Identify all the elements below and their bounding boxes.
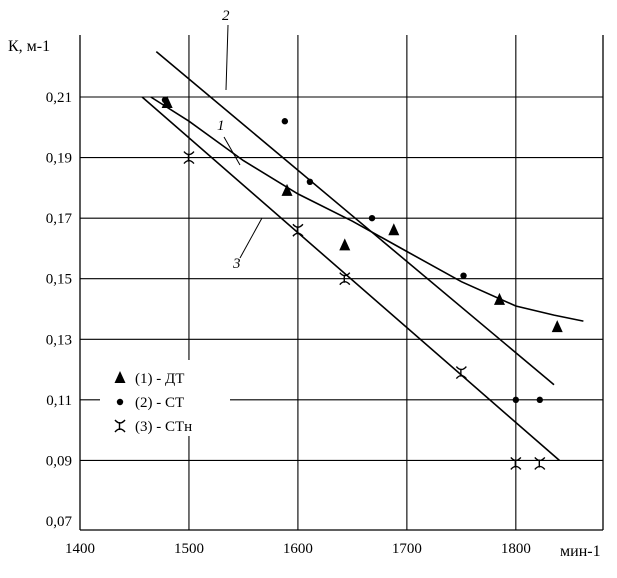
y-tick-label: 0,09 <box>46 453 72 469</box>
fit-line-3 <box>141 96 560 462</box>
data-markers <box>161 96 563 470</box>
legend-label: (1) - ДТ <box>135 371 184 387</box>
x-tick-label: 1500 <box>174 541 204 557</box>
fit-label-leader <box>225 24 229 91</box>
data-point-dt <box>551 320 563 333</box>
data-point-stn <box>339 272 351 286</box>
x-stroke <box>510 456 522 470</box>
data-point-st <box>536 396 544 404</box>
fit-label: 3 <box>232 256 241 272</box>
data-point-dt <box>493 292 505 305</box>
legend-label: (2) - СТ <box>135 395 184 411</box>
x-tick-label: 1800 <box>501 541 531 557</box>
y-tick-label: 0,13 <box>46 332 72 348</box>
x-tick-label: 1600 <box>283 541 313 557</box>
legend-label: (3) - СТн <box>135 419 192 435</box>
legend-symbol-x <box>114 419 126 433</box>
x-stroke <box>534 456 546 470</box>
fit-lines: 1 2 3 <box>141 8 584 462</box>
x-tick-label: 1700 <box>392 541 422 557</box>
x-stroke <box>114 419 126 433</box>
data-point-stn <box>510 456 522 470</box>
data-point-stn <box>455 366 467 380</box>
y-tick-label: 0,19 <box>46 151 72 167</box>
data-point-st <box>306 178 314 185</box>
data-point-st <box>512 396 520 404</box>
legend-symbol-triangle <box>114 371 126 383</box>
y-tick-label: 0,15 <box>46 272 72 288</box>
legend: (1) - ДТ (2) - СТ (3) - СТн <box>100 360 230 436</box>
fit-line-2 <box>155 50 555 386</box>
x-stroke <box>455 366 467 380</box>
data-point-st <box>161 96 169 104</box>
y-axis-title: К, м-1 <box>8 38 50 55</box>
data-point-st <box>368 214 376 222</box>
fit-label: 2 <box>222 8 230 24</box>
fit-line-1 <box>150 96 584 322</box>
fit-label: 1 <box>217 118 225 134</box>
data-point-st <box>281 118 289 125</box>
data-point-st <box>460 272 467 279</box>
plot-frame <box>79 35 604 531</box>
fit-label-leader <box>223 136 241 166</box>
data-point-dt <box>281 183 293 196</box>
data-point-stn <box>292 223 304 237</box>
legend-symbol-dot <box>116 398 124 406</box>
data-point-stn <box>534 456 546 470</box>
y-tick-label: 0,21 <box>46 90 72 106</box>
x-stroke <box>339 272 351 286</box>
fit-label-leader <box>239 217 263 259</box>
x-stroke <box>183 151 195 165</box>
data-point-stn <box>183 151 195 165</box>
tick-labels: 0,07 0,09 0,11 0,13 0,15 0,17 0,19 0,21 1400 1500… <box>46 90 531 557</box>
data-point-dt <box>388 223 400 236</box>
x-tick-label: 1400 <box>65 541 95 557</box>
y-tick-label: 0,11 <box>46 393 72 409</box>
y-tick-label: 0,17 <box>46 211 73 227</box>
y-tick-label: 0,07 <box>46 514 73 530</box>
x-axis-title: мин-1 <box>560 543 601 560</box>
data-point-dt <box>339 238 351 251</box>
x-stroke <box>292 223 304 237</box>
